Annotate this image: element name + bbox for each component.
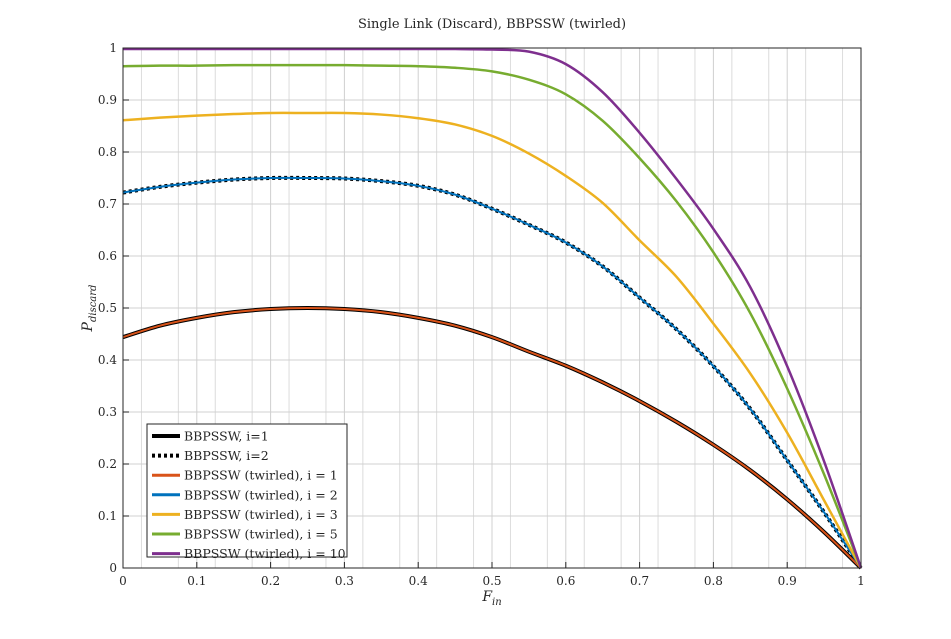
x-tick-label: 0.6 [556, 574, 575, 588]
y-tick-label: 0.4 [98, 353, 117, 367]
legend-label: BBPSSW, i=2 [184, 448, 269, 463]
x-tick-label: 0.2 [261, 574, 280, 588]
x-tick-label: 0.9 [778, 574, 797, 588]
y-tick-label: 0.8 [98, 145, 117, 159]
x-axis-label: Fin [481, 589, 501, 608]
series-line-3 [122, 176, 862, 569]
y-tick-label: 0.3 [98, 405, 117, 419]
series-line-2 [122, 307, 862, 569]
x-tick-label: 0.7 [630, 574, 649, 588]
x-tick-label: 1 [857, 574, 865, 588]
legend-label: BBPSSW (twirled), i = 10 [184, 546, 346, 561]
chart-title: Single Link (Discard), BBPSSW (twirled) [358, 17, 626, 32]
axis-ticks: 0 0.1 0.2 0.3 0.4 0.5 0.6 0.7 0.8 0.9 1 0 0.1 0.2 0.3 0… [98, 41, 865, 588]
x-tick-label: 0 [119, 574, 127, 588]
y-axis-label-sub: discard [88, 285, 99, 322]
x-tick-label: 0.4 [409, 574, 428, 588]
legend-label: BBPSSW (twirled), i = 1 [184, 468, 338, 483]
x-tick-label: 0.1 [187, 574, 206, 588]
series-line-4 [122, 111, 863, 569]
y-tick-label: 0.5 [98, 301, 117, 315]
legend-label: BBPSSW (twirled), i = 5 [184, 527, 338, 542]
y-tick-label: 1 [109, 41, 117, 55]
y-tick-label: 0.2 [98, 457, 117, 471]
y-tick-label: 0.7 [98, 197, 117, 211]
series-line-6 [123, 47, 863, 569]
y-axis-label: Pdiscard [80, 285, 99, 333]
y-tick-label: 0.1 [98, 509, 117, 523]
legend: BBPSSW, i=1 BBPSSW, i=2 BBPSSW (twirled), … [146, 423, 348, 561]
legend-label: BBPSSW (twirled), i = 2 [184, 487, 338, 502]
x-axis-label-main: F [481, 589, 493, 605]
x-axis-label-sub: in [492, 597, 502, 608]
x-tick-label: 0.5 [482, 574, 501, 588]
y-tick-label: 0.9 [98, 93, 117, 107]
y-tick-label: 0 [109, 561, 117, 575]
y-tick-label: 0.6 [98, 249, 117, 263]
x-tick-label: 0.3 [335, 574, 354, 588]
legend-box [146, 423, 348, 558]
series-line-5 [122, 63, 863, 569]
y-axis-label-main: P [80, 321, 96, 332]
x-tick-label: 0.8 [704, 574, 723, 588]
series-lines [122, 47, 863, 570]
legend-label: BBPSSW, i=1 [184, 429, 269, 444]
legend-label: BBPSSW (twirled), i = 3 [184, 507, 338, 522]
